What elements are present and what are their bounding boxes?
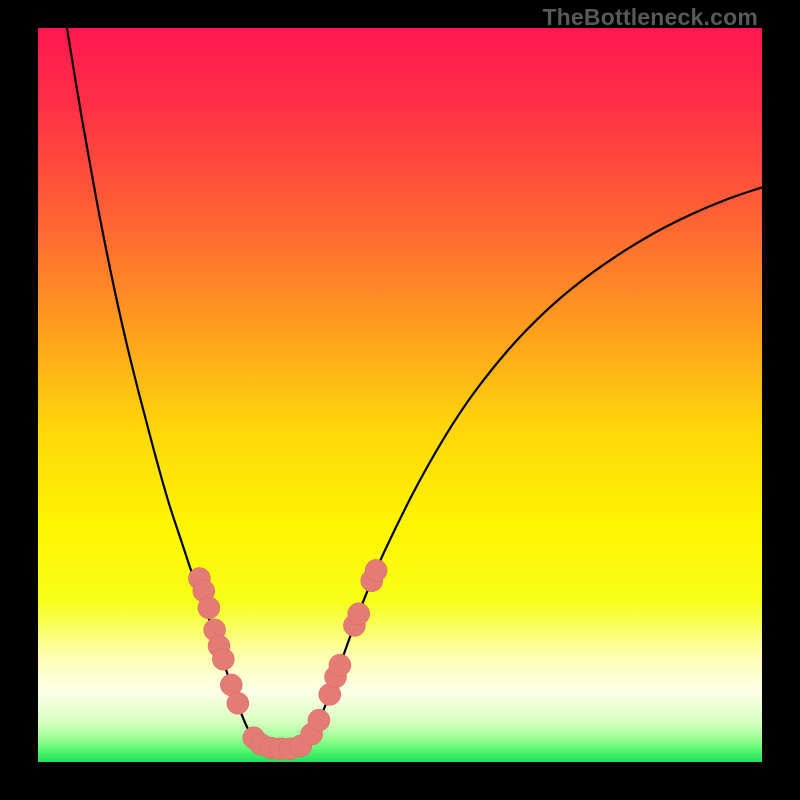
attribution-label: TheBottleneck.com	[542, 4, 758, 31]
data-marker	[308, 709, 330, 731]
chart-svg	[38, 28, 762, 762]
data-marker	[227, 692, 249, 714]
gradient-background	[38, 28, 762, 762]
data-marker	[212, 648, 234, 670]
data-marker	[365, 559, 387, 581]
data-marker	[198, 597, 220, 619]
plot-area	[38, 28, 762, 762]
data-marker	[348, 603, 370, 625]
chart-frame: TheBottleneck.com	[0, 0, 800, 800]
data-marker	[329, 654, 351, 676]
